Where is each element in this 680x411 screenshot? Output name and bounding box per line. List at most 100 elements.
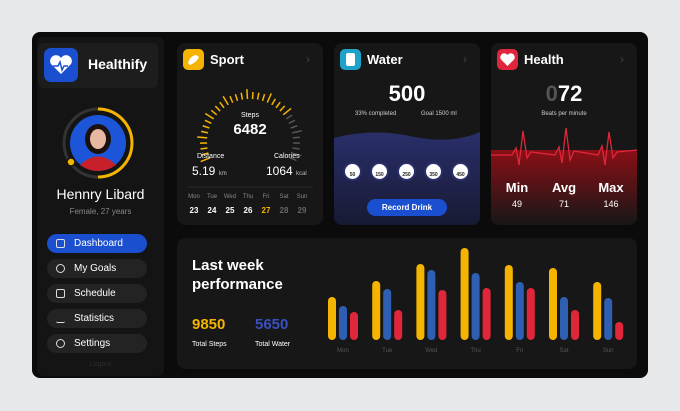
health-title: Health (524, 52, 564, 67)
calendar-day: Fri (262, 194, 270, 200)
nav-icon (56, 339, 65, 348)
gauge-tick (201, 152, 209, 156)
stat-label: Avg (551, 180, 577, 195)
nav-item[interactable]: My Goals (47, 259, 147, 278)
sport-arrow[interactable]: › (306, 52, 310, 66)
bar (394, 310, 403, 340)
bar (482, 288, 491, 340)
gauge-tick (246, 89, 249, 100)
water-glass: 350 (424, 162, 443, 181)
calories: 1064 kcal (266, 164, 307, 178)
gauge-tick (222, 95, 229, 106)
bar (604, 298, 613, 340)
ecg-line (491, 127, 638, 166)
gauge-tick (204, 112, 215, 120)
bar (560, 297, 568, 340)
gauge-tick (291, 152, 302, 157)
gauge-tick (234, 93, 239, 102)
stat-value: 71 (558, 199, 569, 209)
steps: 6482 (233, 121, 267, 138)
water-glass: 50 (343, 162, 362, 181)
bar (615, 322, 624, 340)
distance-unit: km (218, 171, 227, 177)
bar (571, 310, 579, 340)
logo-pulse (53, 59, 68, 73)
nav-item[interactable]: Settings (47, 334, 147, 353)
gauge-tick (291, 130, 302, 134)
gauge-tick (210, 109, 218, 116)
logout[interactable]: Logout (89, 361, 112, 368)
record-drink-button[interactable]: Record Drink (367, 199, 447, 216)
x-tick-label: Fri (516, 348, 523, 354)
bar (328, 297, 336, 340)
gauge-tick (292, 136, 300, 139)
performance-chart: Mon Tue Wed Thu Fri Sat Sun (328, 248, 624, 354)
nav-label: My Goals (74, 263, 117, 274)
gauge-tick (200, 147, 208, 150)
water-glass: 450 (451, 162, 470, 181)
health-arrow[interactable]: › (620, 52, 624, 66)
nav-item[interactable]: Statistics (47, 309, 147, 328)
x-tick-label: Sun (603, 348, 614, 354)
profile-details: Female, 27 years (69, 207, 132, 216)
calendar-date: 25 (225, 206, 235, 215)
gauge-tick (261, 93, 266, 102)
calendar-date: 26 (243, 206, 253, 215)
gauge-tick (204, 119, 212, 124)
avatar-badge (66, 157, 76, 167)
water-bottle (346, 53, 355, 66)
nav-icon (56, 289, 65, 298)
gauge-tick (200, 157, 211, 163)
x-tick-label: Sat (559, 348, 568, 354)
gauge-tick (279, 105, 286, 112)
bar (549, 268, 557, 340)
gauge-tick (290, 125, 298, 129)
x-tick-label: Mon (337, 348, 349, 354)
bar (593, 282, 602, 340)
stat-value: 146 (603, 199, 619, 209)
bar (471, 273, 480, 340)
sport-shoe (188, 55, 199, 65)
profile-name: Hennry Libard (56, 186, 145, 202)
stat-value: 49 (511, 199, 522, 209)
bar (416, 264, 425, 340)
total-steps: 9850 (192, 316, 226, 333)
water-glass: 150 (370, 162, 389, 181)
bar (526, 288, 535, 340)
calendar-date: 27 (261, 206, 271, 215)
bpm-label: Beats per minute (541, 111, 587, 117)
health-glow (491, 150, 637, 225)
nav-item[interactable]: Schedule (47, 284, 147, 303)
gauge-tick (219, 101, 225, 109)
performance-title: Last week performance (192, 257, 283, 293)
nav-item[interactable]: Dashboard (47, 234, 147, 253)
water-title: Water (367, 52, 403, 67)
nav-icon (56, 264, 65, 273)
bar (350, 312, 358, 340)
calendar-date: 28 (279, 206, 289, 215)
stat-label: Max (598, 180, 624, 195)
avatar-face (90, 129, 106, 149)
bar (460, 248, 469, 340)
bar (515, 282, 524, 340)
nav-label: Dashboard (74, 238, 123, 249)
water-arrow[interactable]: › (463, 52, 467, 66)
health-heart (500, 53, 515, 66)
sport-title: Sport (210, 52, 244, 67)
gauge-tick (266, 93, 272, 103)
calories-value: 1064 (266, 164, 293, 178)
stat-label: Min (505, 180, 529, 195)
calendar-day: Mon (188, 194, 200, 200)
bar (438, 290, 447, 340)
nav-label: Settings (74, 338, 111, 349)
steps-label: Steps (241, 112, 259, 119)
gauge-tick (240, 92, 244, 100)
gauge-tick (200, 130, 209, 134)
x-tick-label: Wed (425, 348, 437, 354)
calendar-date: 23 (189, 206, 199, 215)
bar (427, 270, 436, 340)
bpm-value: 72 (557, 81, 583, 106)
gauge-tick (197, 136, 208, 139)
water-glass: 250 (397, 162, 416, 181)
bar (372, 281, 381, 340)
